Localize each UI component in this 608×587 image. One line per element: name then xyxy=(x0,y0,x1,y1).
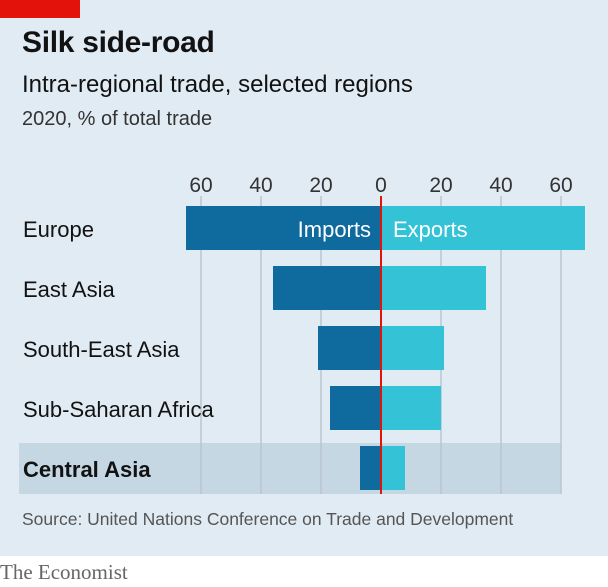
x-tick-label: 60 xyxy=(549,174,572,197)
category-label-central-asia: Central Asia xyxy=(23,457,151,482)
x-tick-label: 40 xyxy=(489,174,512,197)
brand-red-tag xyxy=(0,0,80,18)
chart-units: 2020, % of total trade xyxy=(22,108,213,130)
bar-exports-central-asia xyxy=(381,446,405,490)
category-label-east-asia: East Asia xyxy=(23,277,115,302)
series-label-exports: Exports xyxy=(393,217,468,242)
diverging-bar-chart: 60 40 20 0 20 40 60 Europe East Asia South-East A… xyxy=(19,174,585,494)
x-tick-label: 40 xyxy=(249,174,272,197)
bar-exports-south-east-asia xyxy=(381,326,444,370)
x-tick-label: 0 xyxy=(375,174,387,197)
economist-logo-text: The Economist xyxy=(0,560,128,584)
bar-imports-east-asia xyxy=(273,266,381,310)
chart-title: Silk side-road xyxy=(22,26,215,59)
category-label-south-east-asia: South-East Asia xyxy=(23,337,180,362)
source-note: Source: United Nations Conference on Tra… xyxy=(22,509,514,529)
bar-imports-central-asia xyxy=(360,446,381,490)
category-label-europe: Europe xyxy=(23,217,94,242)
category-label-sub-saharan-africa: Sub-Saharan Africa xyxy=(23,397,215,422)
chart-subtitle: Intra-regional trade, selected regions xyxy=(22,71,413,98)
series-label-imports: Imports xyxy=(298,217,371,242)
x-tick-label: 60 xyxy=(189,174,212,197)
bar-exports-east-asia xyxy=(381,266,486,310)
bar-imports-europe xyxy=(186,206,381,250)
bar-imports-south-east-asia xyxy=(318,326,381,370)
bar-imports-sub-saharan-africa xyxy=(330,386,381,430)
x-tick-label: 20 xyxy=(429,174,452,197)
bar-exports-europe xyxy=(381,206,585,250)
highlight-band-central-asia xyxy=(19,443,561,494)
bar-exports-sub-saharan-africa xyxy=(381,386,441,430)
x-tick-label: 20 xyxy=(309,174,332,197)
